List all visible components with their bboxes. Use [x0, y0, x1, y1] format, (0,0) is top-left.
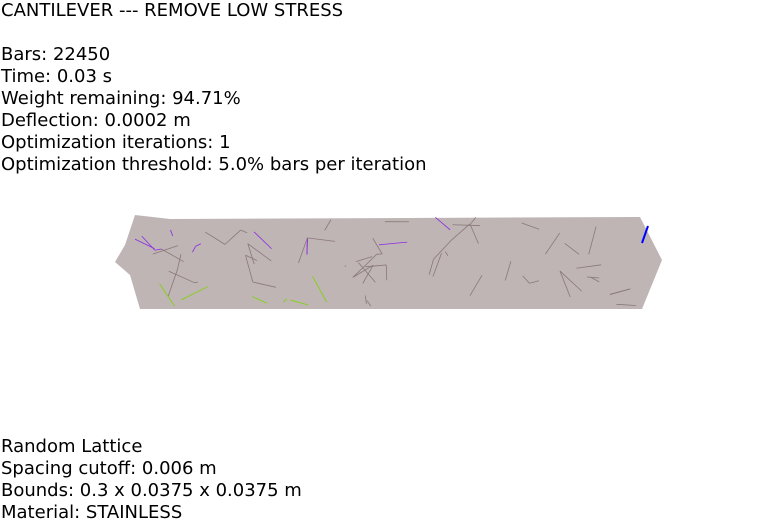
lattice-bar: [588, 226, 597, 255]
lattice-bar: [504, 261, 512, 281]
lattice-bar: [283, 298, 288, 303]
lattice-bar: [366, 300, 372, 307]
load-indicator: [641, 225, 649, 244]
lattice-bar: [247, 243, 272, 262]
lattice-bar: [559, 270, 571, 298]
lattice-bar: [590, 277, 600, 283]
lattice-type: Random Lattice: [1, 436, 143, 457]
lattice-bar: [168, 270, 195, 283]
lattice-bar: [252, 281, 276, 288]
lattice-bar: [521, 222, 540, 230]
lattice-bar: [240, 229, 248, 234]
lattice-bar: [192, 246, 196, 253]
lattice-bar: [312, 276, 328, 303]
lattice-bar: [289, 299, 309, 306]
lattice-bar: [245, 254, 258, 261]
lattice-bar: [181, 286, 209, 301]
bars-count: Bars: 22450: [1, 44, 111, 65]
spacing-cutoff-readout: Spacing cutoff: 0.006 m: [1, 458, 217, 479]
lattice-bar: [307, 237, 336, 242]
lattice-bar: [204, 231, 226, 245]
lattice-bar: [469, 275, 483, 296]
lattice-bar: [224, 229, 241, 245]
lattice-bar: [352, 263, 368, 278]
lattice-bar: [195, 243, 202, 247]
lattice-bar: [609, 288, 631, 295]
lattice-bar: [469, 223, 479, 244]
bounds-readout: Bounds: 0.3 x 0.0375 x 0.0375 m: [1, 480, 302, 501]
lattice-bar: [154, 248, 162, 251]
page-title: CANTILEVER --- REMOVE LOW STRESS: [1, 0, 344, 21]
lattice-bar: [428, 259, 434, 275]
lattice-bar: [616, 303, 637, 306]
optimization-iterations-readout: Optimization iterations: 1: [1, 132, 231, 153]
lattice-bar: [245, 255, 254, 283]
lattice-bar: [141, 235, 156, 251]
lattice-bar: [385, 264, 388, 281]
lattice-bar: [364, 295, 367, 305]
lattice-bar: [379, 241, 408, 246]
lattice-bar: [366, 254, 377, 264]
lattice-bar: [159, 283, 175, 307]
weight-remaining-readout: Weight remaining: 94.71%: [1, 88, 241, 109]
time-readout: Time: 0.03 s: [1, 66, 113, 87]
lattice-bar: [355, 256, 373, 263]
lattice-bar: [587, 276, 600, 279]
lattice-bar: [529, 280, 540, 284]
lattice-bar: [170, 229, 174, 237]
lattice-body: [115, 215, 662, 309]
lattice-bar: [253, 231, 272, 250]
lattice-bar: [372, 238, 383, 255]
lattice-bar: [451, 223, 471, 241]
lattice-viewport[interactable]: [110, 205, 670, 320]
lattice-bar: [352, 264, 374, 278]
lattice-bar: [522, 275, 530, 284]
lattice-bar: [545, 232, 561, 255]
lattice-bar: [559, 270, 582, 292]
lattice-bar: [365, 264, 387, 268]
lattice-bar: [362, 265, 374, 284]
deflection-readout: Deflection: 0.0002 m: [1, 110, 191, 131]
lattice-bar: [176, 254, 182, 271]
lattice-bar: [324, 219, 332, 231]
lattice-bar: [358, 262, 376, 283]
lattice-beam: [115, 215, 662, 309]
lattice-bar: [247, 243, 255, 265]
optimization-threshold-readout: Optimization threshold: 5.0% bars per it…: [1, 154, 427, 175]
lattice-bar: [152, 245, 178, 255]
lattice-bar: [251, 296, 267, 304]
lattice-bar: [433, 239, 452, 260]
lattice-bar: [298, 237, 308, 264]
lattice-bar: [444, 251, 449, 257]
lattice-bar: [452, 224, 480, 226]
lattice-bar: [435, 217, 451, 231]
lattice-bar: [432, 253, 442, 277]
lattice-bar: [564, 242, 580, 255]
lattice-bar: [576, 264, 602, 269]
material-readout: Material: STAINLESS: [1, 502, 183, 523]
lattice-bar: [134, 238, 155, 250]
lattice-bar: [470, 217, 477, 224]
lattice-bar: [344, 265, 347, 267]
